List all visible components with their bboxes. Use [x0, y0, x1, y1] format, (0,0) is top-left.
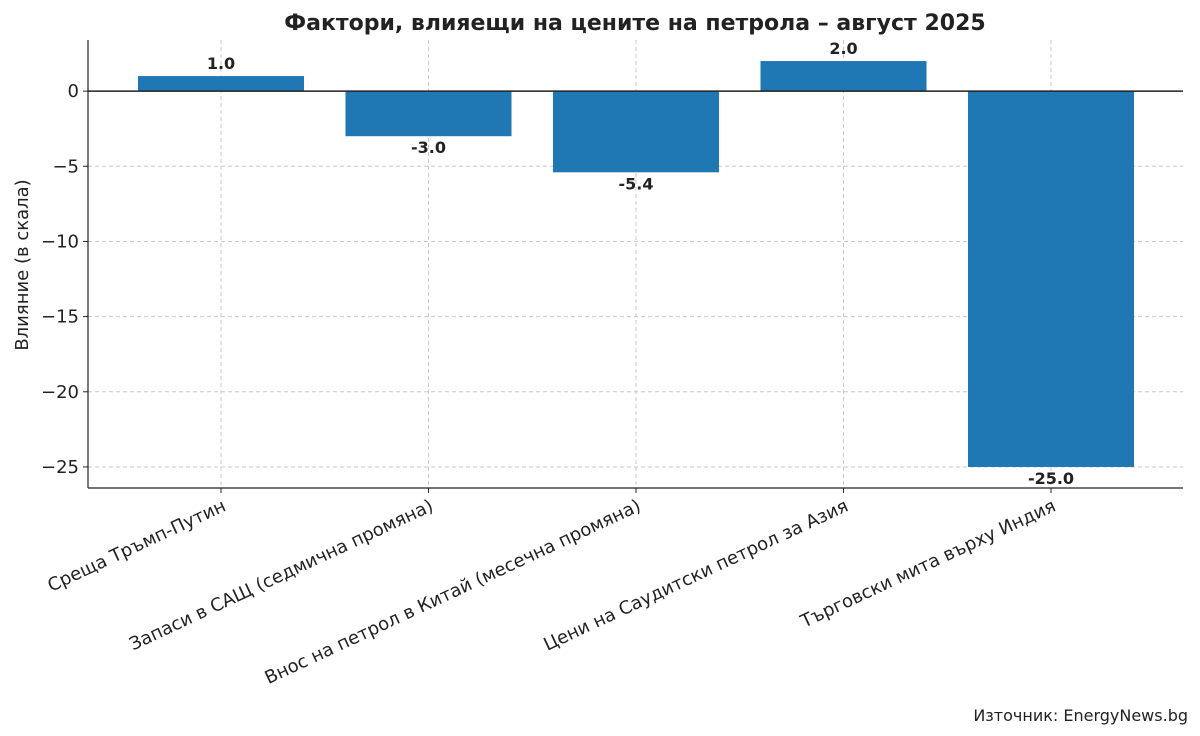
bar	[968, 91, 1134, 467]
source-label: Източник: EnergyNews.bg	[973, 706, 1188, 725]
y-tick-label: −20	[41, 382, 79, 403]
x-tick-label: Внос на петрол в Китай (месечна промяна)	[262, 495, 645, 688]
chart-title: Фактори, влияещи на цените на петрола – …	[284, 11, 985, 36]
bar	[553, 91, 719, 173]
bar	[760, 61, 927, 92]
x-tick-label: Среща Тръмп-Путин	[44, 495, 229, 596]
y-tick-label: −15	[41, 307, 79, 328]
y-axis-label: Влияние (в скала)	[12, 179, 33, 350]
y-tick-label: 0	[68, 81, 79, 102]
y-tick-label: −25	[41, 457, 79, 478]
data-label: 2.0	[829, 39, 857, 58]
bar	[345, 91, 512, 137]
y-tick-label: −5	[52, 156, 79, 177]
data-label: -25.0	[1028, 469, 1074, 488]
bar	[138, 76, 304, 92]
data-label: -3.0	[411, 138, 446, 157]
y-tick-label: −10	[41, 231, 79, 252]
data-label: 1.0	[207, 54, 235, 73]
data-label: -5.4	[619, 174, 654, 193]
